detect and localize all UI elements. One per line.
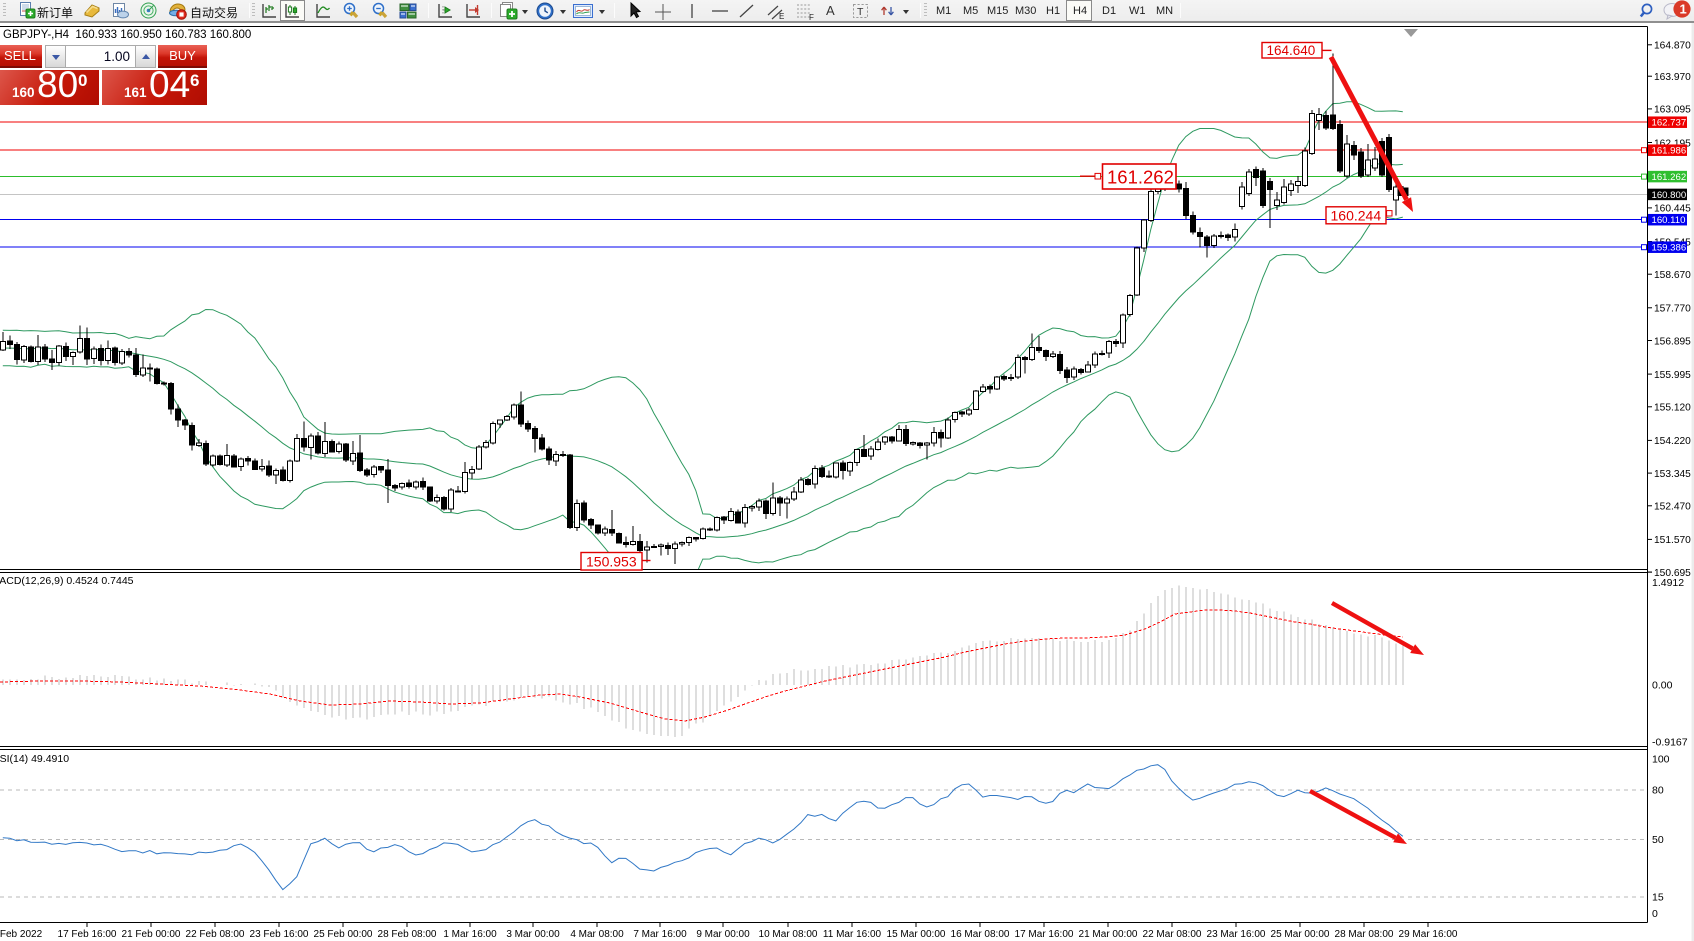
svg-text:3 Mar 00:00: 3 Mar 00:00 xyxy=(506,929,560,940)
svg-text:RSI(14) 49.4910: RSI(14) 49.4910 xyxy=(0,753,69,765)
svg-text:150.953: 150.953 xyxy=(586,554,637,570)
svg-text:160.800: 160.800 xyxy=(1652,190,1687,201)
svg-text:-0.9167: -0.9167 xyxy=(1652,737,1688,749)
svg-text:9 Mar 00:00: 9 Mar 00:00 xyxy=(696,929,750,940)
svg-text:160.110: 160.110 xyxy=(1652,215,1686,226)
svg-text:161.986: 161.986 xyxy=(1652,146,1687,157)
svg-text:154.220: 154.220 xyxy=(1654,436,1691,447)
svg-text:160.445: 160.445 xyxy=(1654,204,1691,215)
svg-text:17 Mar 16:00: 17 Mar 16:00 xyxy=(1015,929,1074,940)
svg-text:25 Feb 00:00: 25 Feb 00:00 xyxy=(314,929,373,940)
svg-text:151.570: 151.570 xyxy=(1654,535,1691,546)
svg-text:156.895: 156.895 xyxy=(1654,336,1691,347)
svg-text:21 Feb 00:00: 21 Feb 00:00 xyxy=(122,929,181,940)
svg-text:22 Feb 08:00: 22 Feb 08:00 xyxy=(186,929,245,940)
svg-text:80: 80 xyxy=(1652,785,1664,797)
svg-text:7 Mar 16:00: 7 Mar 16:00 xyxy=(633,929,687,940)
svg-text:159.386: 159.386 xyxy=(1652,243,1687,254)
svg-text:161.262: 161.262 xyxy=(1107,167,1174,188)
svg-text:GBPJPY-,H4 160.933 160.950 16: GBPJPY-,H4 160.933 160.950 160.783 160.8… xyxy=(3,29,251,41)
svg-text:153.345: 153.345 xyxy=(1654,469,1691,480)
svg-text:22 Mar 08:00: 22 Mar 08:00 xyxy=(1143,929,1202,940)
svg-text:155.120: 155.120 xyxy=(1654,403,1691,414)
svg-text:164.870: 164.870 xyxy=(1654,41,1691,52)
svg-text:MACD(12,26,9) 0.4524 0.7445: MACD(12,26,9) 0.4524 0.7445 xyxy=(0,575,134,587)
svg-text:16 Mar 08:00: 16 Mar 08:00 xyxy=(951,929,1010,940)
svg-text:21 Mar 00:00: 21 Mar 00:00 xyxy=(1079,929,1138,940)
svg-text:1.4912: 1.4912 xyxy=(1652,577,1684,589)
svg-text:29 Mar 16:00: 29 Mar 16:00 xyxy=(1399,929,1458,940)
svg-text:164.640: 164.640 xyxy=(1267,43,1316,58)
svg-text:28 Feb 08:00: 28 Feb 08:00 xyxy=(378,929,437,940)
svg-text:25 Mar 00:00: 25 Mar 00:00 xyxy=(1271,929,1330,940)
svg-text:11 Mar 16:00: 11 Mar 16:00 xyxy=(823,929,882,940)
svg-text:162.195: 162.195 xyxy=(1654,138,1691,149)
svg-text:152.470: 152.470 xyxy=(1654,502,1691,513)
svg-text:10 Mar 08:00: 10 Mar 08:00 xyxy=(759,929,818,940)
svg-text:Feb 2022: Feb 2022 xyxy=(0,929,43,940)
svg-text:15 Mar 00:00: 15 Mar 00:00 xyxy=(887,929,946,940)
svg-text:T: T xyxy=(857,6,864,18)
svg-text:28 Mar 08:00: 28 Mar 08:00 xyxy=(1335,929,1394,940)
svg-text:50: 50 xyxy=(1652,834,1664,846)
svg-text:160.244: 160.244 xyxy=(1331,208,1382,224)
svg-text:1: 1 xyxy=(1680,2,1687,17)
svg-text:155.995: 155.995 xyxy=(1654,370,1691,381)
svg-text:F: F xyxy=(809,13,814,22)
svg-text:23 Mar 16:00: 23 Mar 16:00 xyxy=(1207,929,1266,940)
svg-text:17 Feb 16:00: 17 Feb 16:00 xyxy=(58,929,117,940)
svg-text:0: 0 xyxy=(1652,908,1658,920)
svg-text:100: 100 xyxy=(1652,754,1670,766)
svg-text:23 Feb 16:00: 23 Feb 16:00 xyxy=(250,929,309,940)
svg-text:4 Mar 08:00: 4 Mar 08:00 xyxy=(570,929,624,940)
svg-text:150.695: 150.695 xyxy=(1654,568,1691,579)
svg-text:163.095: 163.095 xyxy=(1654,105,1691,116)
svg-text:E: E xyxy=(779,12,784,21)
svg-text:163.970: 163.970 xyxy=(1654,72,1691,83)
svg-text:1 Mar 16:00: 1 Mar 16:00 xyxy=(443,929,497,940)
svg-text:0.00: 0.00 xyxy=(1652,680,1673,692)
svg-text:15: 15 xyxy=(1652,892,1664,904)
svg-text:161.262: 161.262 xyxy=(1652,172,1687,183)
svg-text:158.670: 158.670 xyxy=(1654,270,1691,281)
svg-text:162.737: 162.737 xyxy=(1652,118,1687,129)
svg-text:157.770: 157.770 xyxy=(1654,304,1691,315)
